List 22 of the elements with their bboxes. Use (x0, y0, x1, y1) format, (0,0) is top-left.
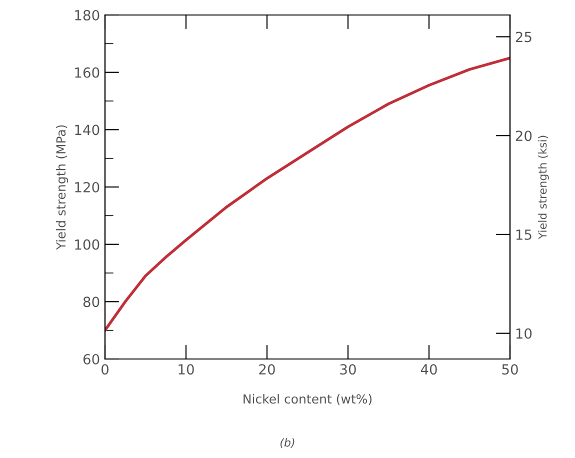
y2-axis-title: Yield strength (ksi) (538, 136, 549, 240)
y-tick-label: 180 (75, 10, 100, 20)
x-tick-label: 30 (340, 364, 356, 375)
x-tick-label: 40 (420, 364, 437, 375)
x-tick-label: 10 (178, 364, 194, 375)
y2-tick-label: 15 (516, 230, 532, 240)
y-tick-label: 140 (75, 124, 100, 136)
y-tick-label: 120 (75, 182, 100, 192)
x-tick-label: 50 (502, 364, 518, 375)
text: (b) (280, 438, 294, 448)
x-tick-label: 0 (101, 364, 108, 375)
y2-tick-label: 10 (516, 328, 532, 339)
y-tick-label: 160 (75, 67, 100, 78)
y-tick-label: 60 (83, 354, 100, 364)
y-tick-label: 80 (83, 296, 100, 308)
y2-tick-label: 25 (516, 32, 532, 42)
line-series (105, 56, 510, 332)
y-tick-label: 100 (75, 239, 100, 250)
x-tick-label: 20 (259, 364, 275, 375)
y-axis-title: Yield strength (MPa) (56, 125, 68, 250)
x-axis-title: Nickel content (wt%) (244, 394, 372, 406)
y2-tick-label: 20 (516, 130, 532, 142)
